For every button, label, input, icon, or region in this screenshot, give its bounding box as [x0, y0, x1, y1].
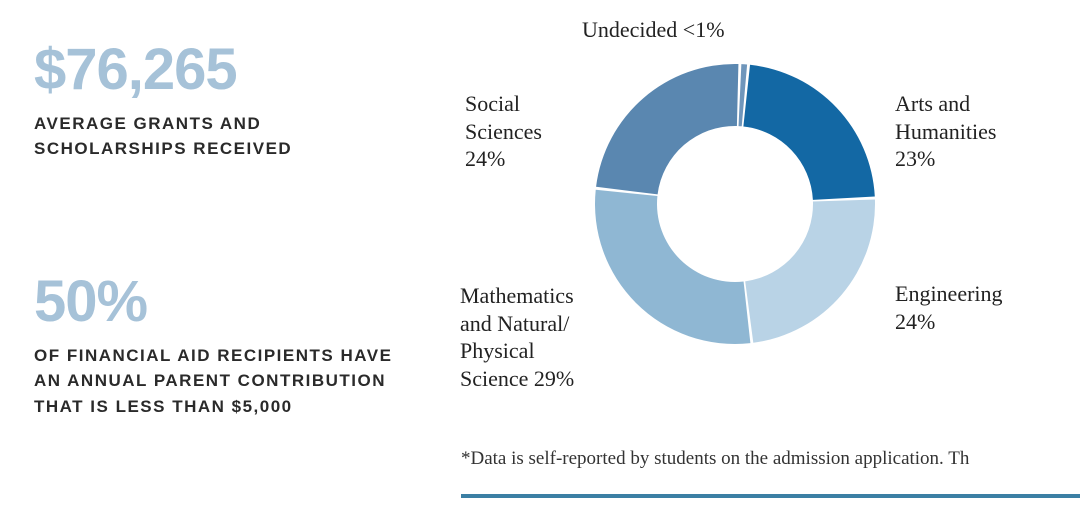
stat-grants: $76,265 AVERAGE GRANTS AND SCHOLARSHIPS …	[34, 40, 414, 162]
donut-label-text: Mathematics	[460, 283, 574, 308]
donut-label-social: Social Sciences 24%	[465, 90, 542, 173]
stat-contribution-caption: OF FINANCIAL AID RECIPIENTS HAVE AN ANNU…	[34, 343, 414, 420]
donut-label-undecided: Undecided <1%	[582, 16, 725, 44]
donut-label-arts: Arts and Humanities 23%	[895, 90, 996, 173]
donut-svg	[595, 64, 875, 344]
donut-label-text: Physical	[460, 338, 535, 363]
donut-label-text: Engineering	[895, 281, 1003, 306]
divider-rule	[461, 494, 1080, 498]
stat-contribution: 50% OF FINANCIAL AID RECIPIENTS HAVE AN …	[34, 272, 414, 419]
donut-slice	[743, 65, 874, 200]
stats-column: $76,265 AVERAGE GRANTS AND SCHOLARSHIPS …	[34, 40, 414, 419]
donut-label-text: Arts and	[895, 91, 970, 116]
donut-label-text: Sciences	[465, 119, 542, 144]
footnote-text: *Data is self-reported by students on th…	[461, 448, 969, 470]
donut-label-text: 24%	[465, 146, 505, 171]
donut-slice	[596, 64, 738, 194]
donut-label-text: and Natural/	[460, 311, 569, 336]
donut-label-text: Undecided <1%	[582, 17, 725, 42]
donut-label-text: 24%	[895, 309, 935, 334]
donut-slice	[595, 190, 750, 344]
stat-grants-caption: AVERAGE GRANTS AND SCHOLARSHIPS RECEIVED	[34, 111, 414, 162]
donut-label-text: Humanities	[895, 119, 996, 144]
stat-grants-value: $76,265	[34, 40, 414, 101]
donut-label-eng: Engineering 24%	[895, 280, 1003, 335]
donut-slice	[745, 199, 875, 342]
donut-chart	[595, 64, 875, 344]
donut-label-math: Mathematics and Natural/ Physical Scienc…	[460, 282, 574, 392]
donut-label-text: 23%	[895, 146, 935, 171]
donut-label-text: Social	[465, 91, 520, 116]
stat-contribution-value: 50%	[34, 272, 414, 333]
donut-label-text: Science 29%	[460, 366, 574, 391]
